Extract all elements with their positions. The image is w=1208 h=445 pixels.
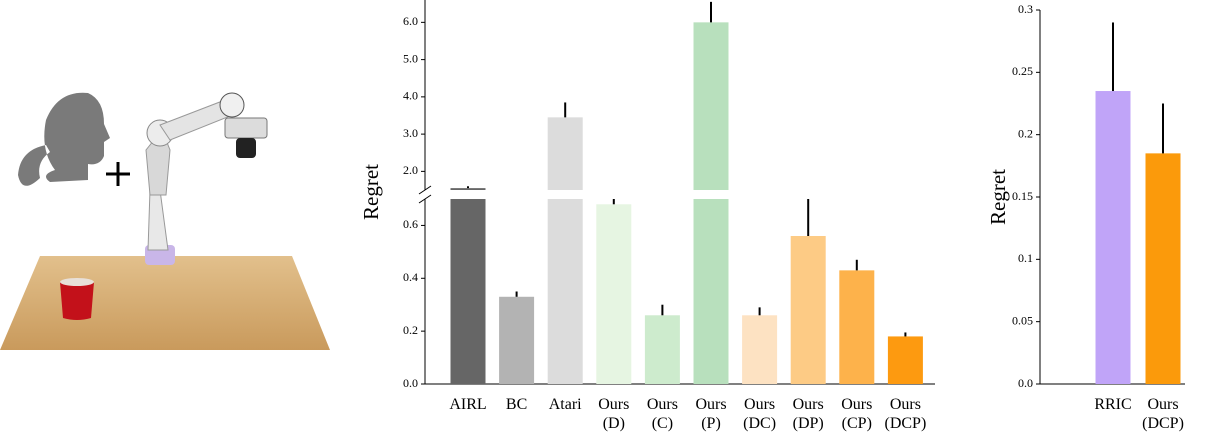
- x-tick-label: AIRL: [449, 396, 487, 413]
- x-tick-label: RRIC: [1094, 396, 1132, 413]
- y-tick-label: 0.4: [403, 270, 418, 284]
- bar: [499, 296, 535, 384]
- y-tick-label: 2.0: [403, 163, 418, 177]
- x-tick-label: Ours (D): [598, 396, 630, 432]
- y-tick-label: 0.15: [1012, 189, 1033, 203]
- y-tick-label: 0.05: [1012, 313, 1033, 327]
- y-tick-label: 0.3: [1018, 2, 1033, 16]
- y-axis-label: Regret: [359, 164, 383, 220]
- bar: [742, 315, 778, 384]
- bar: [547, 199, 583, 384]
- table: [0, 256, 330, 350]
- bar: [596, 204, 632, 384]
- y-tick-label: 0.2: [403, 323, 418, 337]
- bar: [1145, 153, 1181, 384]
- y-tick-label: 0.6: [403, 217, 418, 231]
- y-tick-label: 0.0: [1018, 376, 1033, 390]
- bar: [450, 188, 486, 190]
- bar: [450, 199, 486, 384]
- axis-break: [418, 194, 432, 204]
- person-silhouette: [18, 92, 110, 186]
- x-tick-label: Ours (C): [646, 396, 678, 432]
- axis-break: [418, 185, 432, 195]
- bar: [790, 236, 826, 384]
- y-axis-label: Regret: [986, 169, 1010, 225]
- bar: [693, 199, 729, 384]
- x-tick-label: Ours (DCP): [884, 396, 927, 432]
- bar: [547, 117, 583, 190]
- x-tick-label: BC: [505, 396, 528, 413]
- bar: [887, 336, 923, 384]
- bar: [1095, 91, 1131, 385]
- y-tick-label: 0.0: [403, 376, 418, 390]
- x-tick-label: Ours (DCP): [1142, 396, 1184, 432]
- x-tick-label: Ours (P): [695, 396, 727, 432]
- x-tick-label: Atari: [548, 396, 582, 413]
- y-tick-label: 4.0: [403, 89, 418, 103]
- y-tick-label: 6.0: [403, 14, 418, 28]
- illustration: [0, 92, 330, 350]
- bar: [644, 315, 680, 384]
- y-tick-label: 0.25: [1012, 64, 1033, 78]
- x-tick-label: Ours (DC): [743, 396, 777, 432]
- cup: [60, 282, 94, 320]
- x-tick-label: Ours (DP): [792, 396, 824, 432]
- bar: [693, 22, 729, 191]
- robot-arm: [145, 92, 268, 265]
- y-tick-label: 3.0: [403, 126, 418, 140]
- cup-rim: [60, 278, 94, 286]
- y-tick-label: 0.2: [1018, 126, 1033, 140]
- y-tick-label: 0.1: [1018, 251, 1033, 265]
- y-tick-label: 5.0: [403, 51, 418, 65]
- x-tick-label: Ours (CP): [841, 396, 873, 432]
- bar: [839, 270, 875, 384]
